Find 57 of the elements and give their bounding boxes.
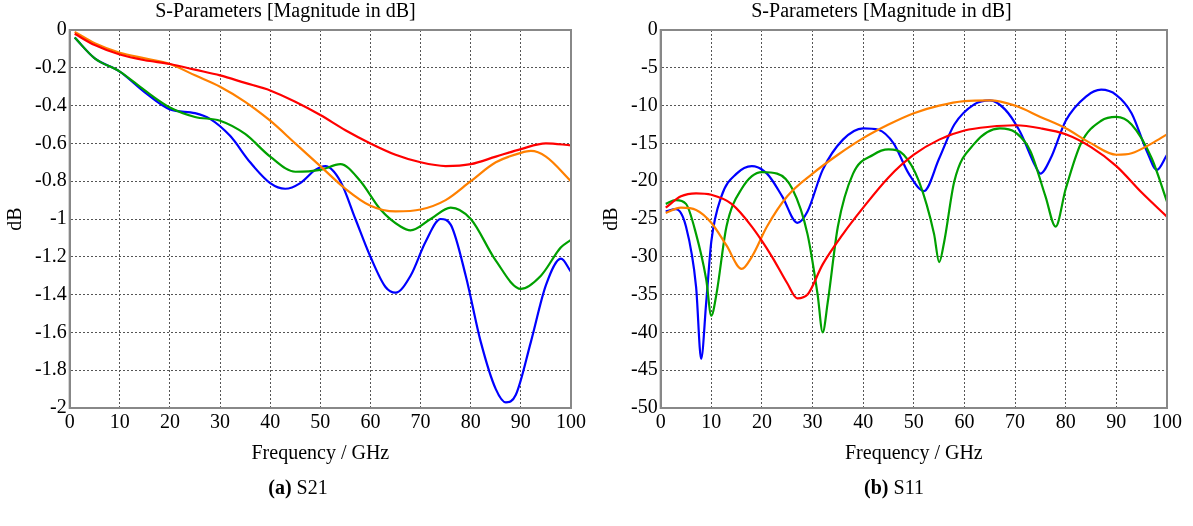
chart-title: S-Parameters [Magnitude in dB]: [751, 0, 1012, 23]
y-tick-label: -25: [630, 206, 658, 229]
x-tick-label: 10: [701, 410, 722, 433]
y-tick-label: -0.2: [34, 55, 67, 78]
y-tick-label: -50: [630, 395, 658, 418]
x-tick-label: 60: [954, 410, 975, 433]
text: (a) S21: [267, 476, 329, 499]
x-tick-label: 10: [109, 410, 130, 433]
text: (b) S11: [863, 476, 925, 499]
x-tick-label: 30: [210, 410, 231, 433]
y-tick-label: -1: [49, 206, 67, 229]
x-tick-label: 90: [510, 410, 531, 433]
y-tick-label: -0.6: [34, 130, 67, 153]
y-tick-label: 0: [647, 17, 658, 40]
y-tick-label: -10: [630, 92, 658, 115]
x-tick-label: 100: [556, 410, 586, 433]
y-tick-label: 0: [56, 17, 67, 40]
y-tick-label: -15: [630, 130, 658, 153]
x-tick-label: 50: [310, 410, 331, 433]
y-tick-label: -5: [640, 55, 658, 78]
y-tick-label: -0.4: [34, 92, 67, 115]
line-series: [73, 30, 571, 213]
y-tick-label: -35: [630, 281, 658, 304]
x-tick-label: 40: [853, 410, 874, 433]
x-tick-label: 70: [410, 410, 431, 433]
x-tick-label: 50: [903, 410, 924, 433]
y-axis-title: dB: [599, 207, 622, 231]
y-tick-label: -0.8: [34, 168, 67, 191]
x-tick-label: 100: [1152, 410, 1182, 433]
x-axis-title: Frequency / GHz: [844, 441, 983, 465]
y-tick-label: -1.8: [34, 357, 67, 380]
x-tick-label: 80: [460, 410, 481, 433]
y-tick-label: -1.6: [34, 319, 67, 342]
y-tick-label: -1.4: [34, 281, 67, 304]
y-tick-label: -45: [630, 357, 658, 380]
y-tick-label: -40: [630, 319, 658, 342]
x-tick-label: 30: [802, 410, 823, 433]
y-tick-label: -2: [49, 395, 67, 418]
chart-title: S-Parameters [Magnitude in dB]: [155, 0, 416, 23]
x-tick-label: 20: [159, 410, 180, 433]
line-series: [664, 88, 1167, 360]
line-series: [73, 36, 571, 291]
x-tick-label: 40: [260, 410, 281, 433]
line-series: [664, 115, 1167, 334]
line-series: [664, 99, 1167, 270]
x-tick-label: 80: [1055, 410, 1076, 433]
x-axis-title: Frequency / GHz: [251, 441, 390, 465]
x-tick-label: 70: [1005, 410, 1026, 433]
x-tick-label: 90: [1106, 410, 1127, 433]
x-tick-label: 20: [751, 410, 772, 433]
line-series: [73, 32, 571, 168]
y-tick-label: -20: [630, 168, 658, 191]
y-tick-label: -1.2: [34, 244, 67, 267]
y-tick-label: -30: [630, 244, 658, 267]
x-tick-label: 60: [360, 410, 381, 433]
line-series: [664, 124, 1167, 300]
y-axis-title: dB: [3, 207, 26, 231]
